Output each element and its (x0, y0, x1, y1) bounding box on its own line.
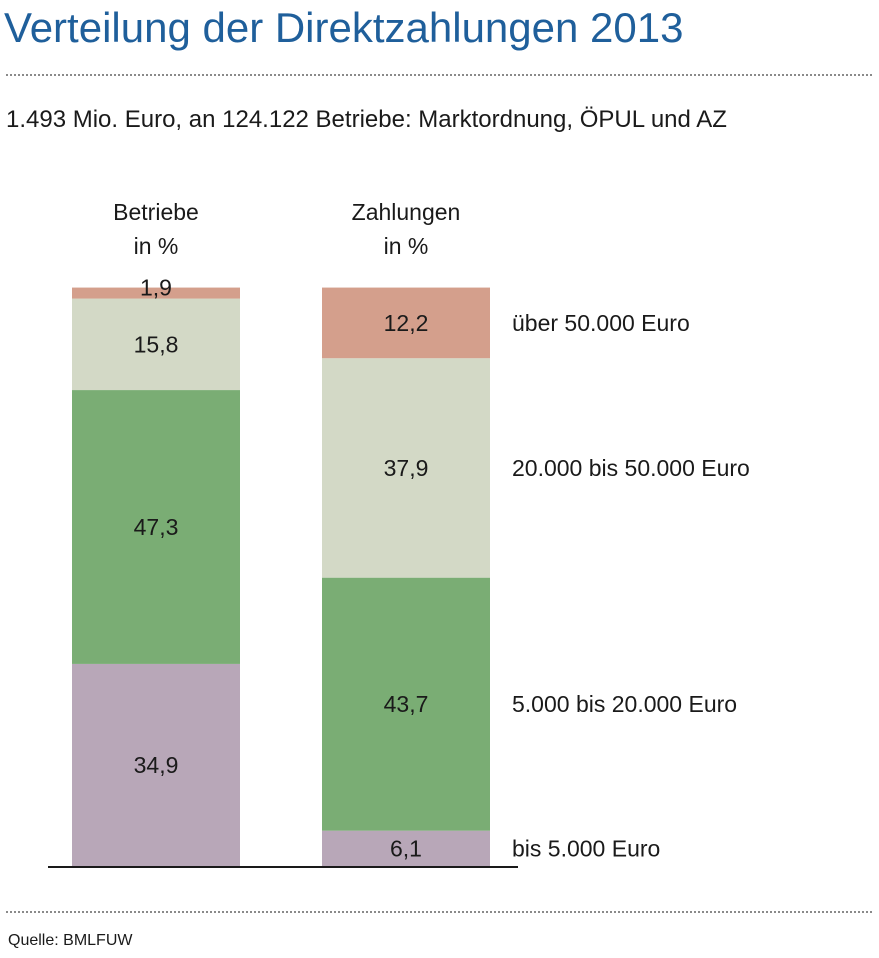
stacked-bar-chart: Betriebe in % Zahlungen in % 34,9 6,1 bis 5.00… (48, 199, 750, 868)
category-label: in % (134, 233, 179, 259)
bar-segment (72, 663, 240, 866)
legend-label: über 50.000 Euro (512, 310, 690, 336)
chart-title: Verteilung der Direktzahlungen 2013 (4, 4, 684, 51)
bar-segment (72, 298, 240, 391)
legend-label: 20.000 bis 50.000 Euro (512, 455, 750, 481)
data-label: 6,1 (390, 835, 422, 861)
bar-segment (72, 287, 240, 299)
bar-segment (322, 287, 490, 359)
top-divider (6, 74, 872, 76)
legend-label: 5.000 bis 20.000 Euro (512, 691, 737, 717)
category-label: Betriebe (113, 199, 199, 225)
bottom-divider (6, 911, 872, 913)
chart-subtitle: 1.493 Mio. Euro, an 124.122 Betriebe: Ma… (6, 106, 727, 133)
bar-segment (72, 390, 240, 664)
data-label: 43,7 (384, 691, 429, 717)
bar-segment (322, 830, 490, 866)
bar-segment (322, 358, 490, 578)
legend-label: bis 5.000 Euro (512, 835, 660, 861)
data-label: 34,9 (134, 752, 179, 778)
category-label: in % (384, 233, 429, 259)
data-label: 12,2 (384, 310, 429, 336)
source-note: Quelle: BMLFUW (8, 932, 133, 949)
bar-segment (322, 577, 490, 831)
data-label: 47,3 (134, 514, 179, 540)
data-label: 1,9 (140, 275, 172, 301)
category-label: Zahlungen (352, 199, 461, 225)
data-label: 37,9 (384, 455, 429, 481)
data-label: 15,8 (134, 331, 179, 357)
